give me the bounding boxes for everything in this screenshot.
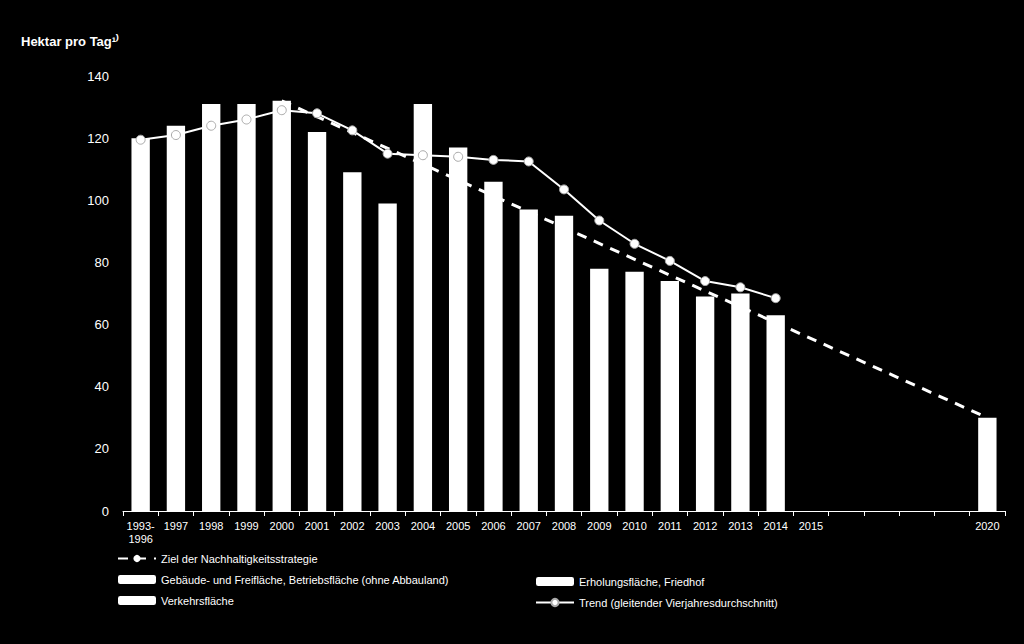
svg-text:2005: 2005 bbox=[446, 520, 470, 532]
svg-text:1993-: 1993- bbox=[127, 520, 155, 532]
svg-text:60: 60 bbox=[95, 317, 109, 332]
svg-text:1998: 1998 bbox=[199, 520, 223, 532]
svg-text:1997: 1997 bbox=[164, 520, 188, 532]
svg-text:1996: 1996 bbox=[128, 533, 152, 545]
svg-text:40: 40 bbox=[95, 379, 109, 394]
svg-text:140: 140 bbox=[87, 69, 109, 84]
svg-text:2014: 2014 bbox=[763, 520, 787, 532]
svg-text:Erholungsfläche, Friedhof: Erholungsfläche, Friedhof bbox=[579, 576, 705, 588]
svg-text:2000: 2000 bbox=[270, 520, 294, 532]
svg-text:Ziel der Nachhaltigkeitsstrate: Ziel der Nachhaltigkeitsstrategie bbox=[161, 553, 318, 565]
svg-text:2009: 2009 bbox=[587, 520, 611, 532]
svg-text:2012: 2012 bbox=[693, 520, 717, 532]
svg-text:1999: 1999 bbox=[234, 520, 258, 532]
svg-text:Trend (gleitender Vierjahresdu: Trend (gleitender Vierjahresdurchschnitt… bbox=[579, 597, 778, 609]
svg-text:2002: 2002 bbox=[340, 520, 364, 532]
svg-text:Gebäude- und Freifläche, Betri: Gebäude- und Freifläche, Betriebsfläche … bbox=[161, 574, 448, 586]
svg-text:Hektar pro Tag¹⁾: Hektar pro Tag¹⁾ bbox=[21, 33, 119, 49]
svg-text:2008: 2008 bbox=[552, 520, 576, 532]
svg-text:2003: 2003 bbox=[375, 520, 399, 532]
svg-text:2006: 2006 bbox=[481, 520, 505, 532]
svg-text:2020: 2020 bbox=[975, 520, 999, 532]
svg-text:2013: 2013 bbox=[728, 520, 752, 532]
svg-text:100: 100 bbox=[87, 193, 109, 208]
svg-text:0: 0 bbox=[102, 504, 109, 519]
svg-text:20: 20 bbox=[95, 441, 109, 456]
svg-text:2001: 2001 bbox=[305, 520, 329, 532]
svg-text:Verkehrsfläche: Verkehrsfläche bbox=[161, 595, 234, 607]
svg-text:2004: 2004 bbox=[411, 520, 435, 532]
svg-text:2011: 2011 bbox=[658, 520, 682, 532]
svg-text:2015: 2015 bbox=[799, 520, 823, 532]
svg-text:120: 120 bbox=[87, 131, 109, 146]
svg-text:80: 80 bbox=[95, 255, 109, 270]
svg-text:2010: 2010 bbox=[622, 520, 646, 532]
svg-text:2007: 2007 bbox=[516, 520, 540, 532]
